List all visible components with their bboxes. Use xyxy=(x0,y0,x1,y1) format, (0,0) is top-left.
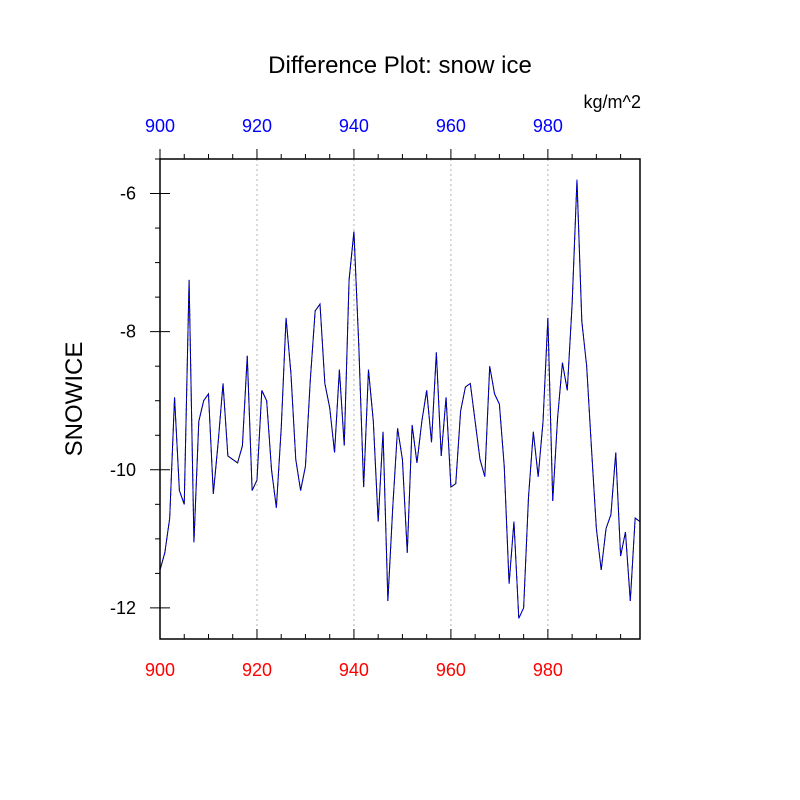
x-grid-lines xyxy=(256,159,549,639)
plot-frame xyxy=(159,158,641,640)
bottom-x-tick-label: 940 xyxy=(339,660,369,680)
bottom-x-tick-label: 980 xyxy=(533,660,563,680)
series-line-1 xyxy=(159,179,641,619)
top-x-tick-label: 960 xyxy=(436,116,466,136)
tick-labels: 900 920 940 960 980 900 920 940 960 980 -12 -10 -8 -6 xyxy=(110,116,563,680)
y-tick-label: -8 xyxy=(120,322,136,342)
top-x-tick-label: 940 xyxy=(339,116,369,136)
top-x-tick-label: 900 xyxy=(145,116,175,136)
axis-ticks xyxy=(150,149,622,639)
y-tick-label: -12 xyxy=(110,598,136,618)
y-tick-label: -10 xyxy=(110,460,136,480)
top-x-tick-label: 920 xyxy=(242,116,272,136)
series-line-2 xyxy=(159,179,641,619)
units-label: kg/m^2 xyxy=(584,92,641,112)
bottom-x-tick-label: 920 xyxy=(242,660,272,680)
top-x-tick-label: 980 xyxy=(533,116,563,136)
bottom-x-tick-label: 900 xyxy=(145,660,175,680)
bottom-x-tick-label: 960 xyxy=(436,660,466,680)
y-tick-label: -6 xyxy=(120,184,136,204)
y-axis-label: SNOWICE xyxy=(61,342,88,457)
chart-title: Difference Plot: snow ice xyxy=(268,52,532,79)
plot-series xyxy=(159,179,641,619)
